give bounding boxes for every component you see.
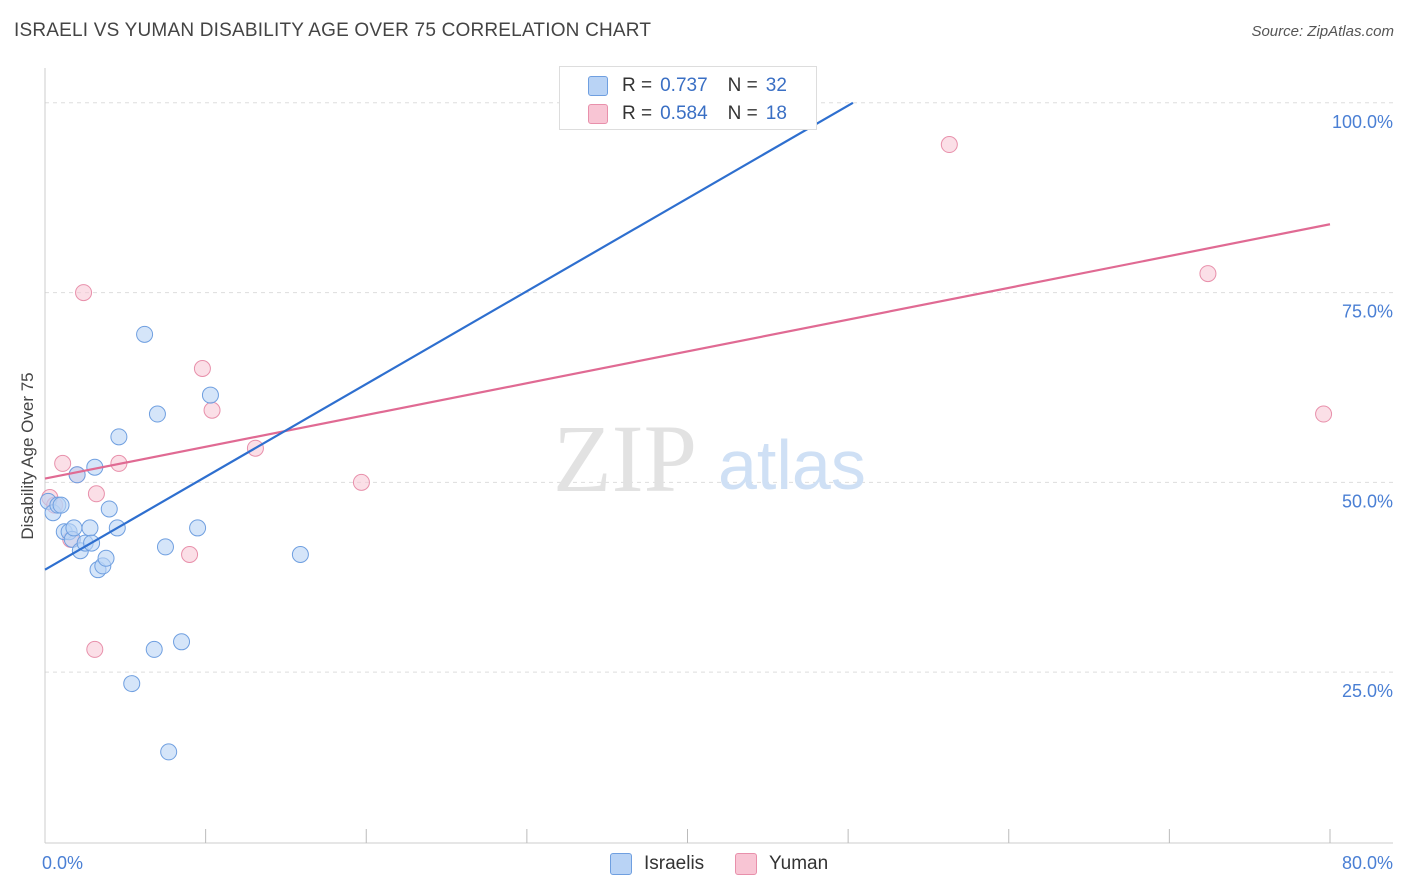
watermark-zip: ZIP <box>553 405 697 512</box>
axes <box>44 68 1393 844</box>
yuman-legend-swatch <box>735 853 757 875</box>
israeli-point <box>291 546 309 564</box>
israeli-point <box>68 466 86 484</box>
israeli-point <box>136 325 154 343</box>
yuman-point <box>87 485 105 503</box>
israeli-point <box>65 519 83 537</box>
n-label: N = <box>727 103 758 124</box>
legend-item-israelis[interactable]: Israelis <box>610 851 704 877</box>
israeli-point <box>97 549 115 567</box>
israelis-legend-swatch <box>610 853 632 875</box>
israeli-point <box>145 640 163 658</box>
legend-item-yuman[interactable]: Yuman <box>735 851 828 877</box>
y-axis-label: Disability Age Over 75 <box>18 372 37 539</box>
israeli-point <box>123 675 141 693</box>
yuman-point <box>193 359 211 377</box>
n-value: 32 <box>765 75 787 96</box>
x-tick-label: 80.0% <box>1342 853 1393 873</box>
israeli-point <box>156 538 174 556</box>
yuman-point <box>1315 405 1333 423</box>
y-tick-label: 50.0% <box>1342 491 1393 511</box>
watermark: ZIP atlas <box>553 405 866 512</box>
israeli-point <box>173 633 191 651</box>
r-value: 0.584 <box>660 103 708 124</box>
watermark-atlas: atlas <box>718 426 866 504</box>
israeli-point <box>100 500 118 518</box>
legend-row-israelis: R = 0.737 N = 32 <box>588 73 787 99</box>
yuman-point <box>181 546 199 564</box>
israeli-point <box>189 519 207 537</box>
n-value: 18 <box>765 103 787 124</box>
tick-labels: 25.0% 50.0% 75.0% 100.0% 0.0% 80.0% <box>42 112 1393 873</box>
israelis-legend-label: Israelis <box>644 853 705 874</box>
yuman-point <box>1199 265 1217 283</box>
yuman-point <box>203 401 221 419</box>
y-tick-label: 75.0% <box>1342 302 1393 322</box>
trendlines <box>44 101 1331 571</box>
r-label: R = <box>622 103 653 124</box>
israeli-point <box>81 519 99 537</box>
yuman-point <box>86 640 104 658</box>
israeli-point <box>148 405 166 423</box>
israeli-point <box>160 743 178 761</box>
israeli-trendline <box>44 101 854 571</box>
yuman-trendline <box>44 223 1331 480</box>
stats-legend: R = 0.737 N = 32 R = 0.584 N = 18 <box>559 66 817 130</box>
yuman-point <box>940 136 958 154</box>
israeli-point <box>52 496 70 514</box>
x-tick-label: 0.0% <box>42 853 83 873</box>
yuman-swatch <box>588 104 608 124</box>
chart-title: ISRAELI VS YUMAN DISABILITY AGE OVER 75 … <box>14 20 652 41</box>
israeli-point <box>110 428 128 446</box>
gridlines <box>45 102 1393 673</box>
r-value: 0.737 <box>660 75 708 96</box>
israeli-point <box>201 386 219 404</box>
n-label: N = <box>727 75 758 96</box>
yuman-point <box>352 473 370 491</box>
yuman-legend-label: Yuman <box>769 853 829 874</box>
yuman-points <box>41 94 1333 658</box>
legend-row-yuman: R = 0.584 N = 18 <box>588 101 787 127</box>
r-label: R = <box>622 75 653 96</box>
yuman-point <box>75 284 93 302</box>
source-label: Source: ZipAtlas.com <box>1251 23 1394 40</box>
yuman-point <box>54 454 72 472</box>
israelis-swatch <box>588 76 608 96</box>
y-tick-label: 100.0% <box>1332 112 1393 132</box>
y-tick-label: 25.0% <box>1342 681 1393 701</box>
